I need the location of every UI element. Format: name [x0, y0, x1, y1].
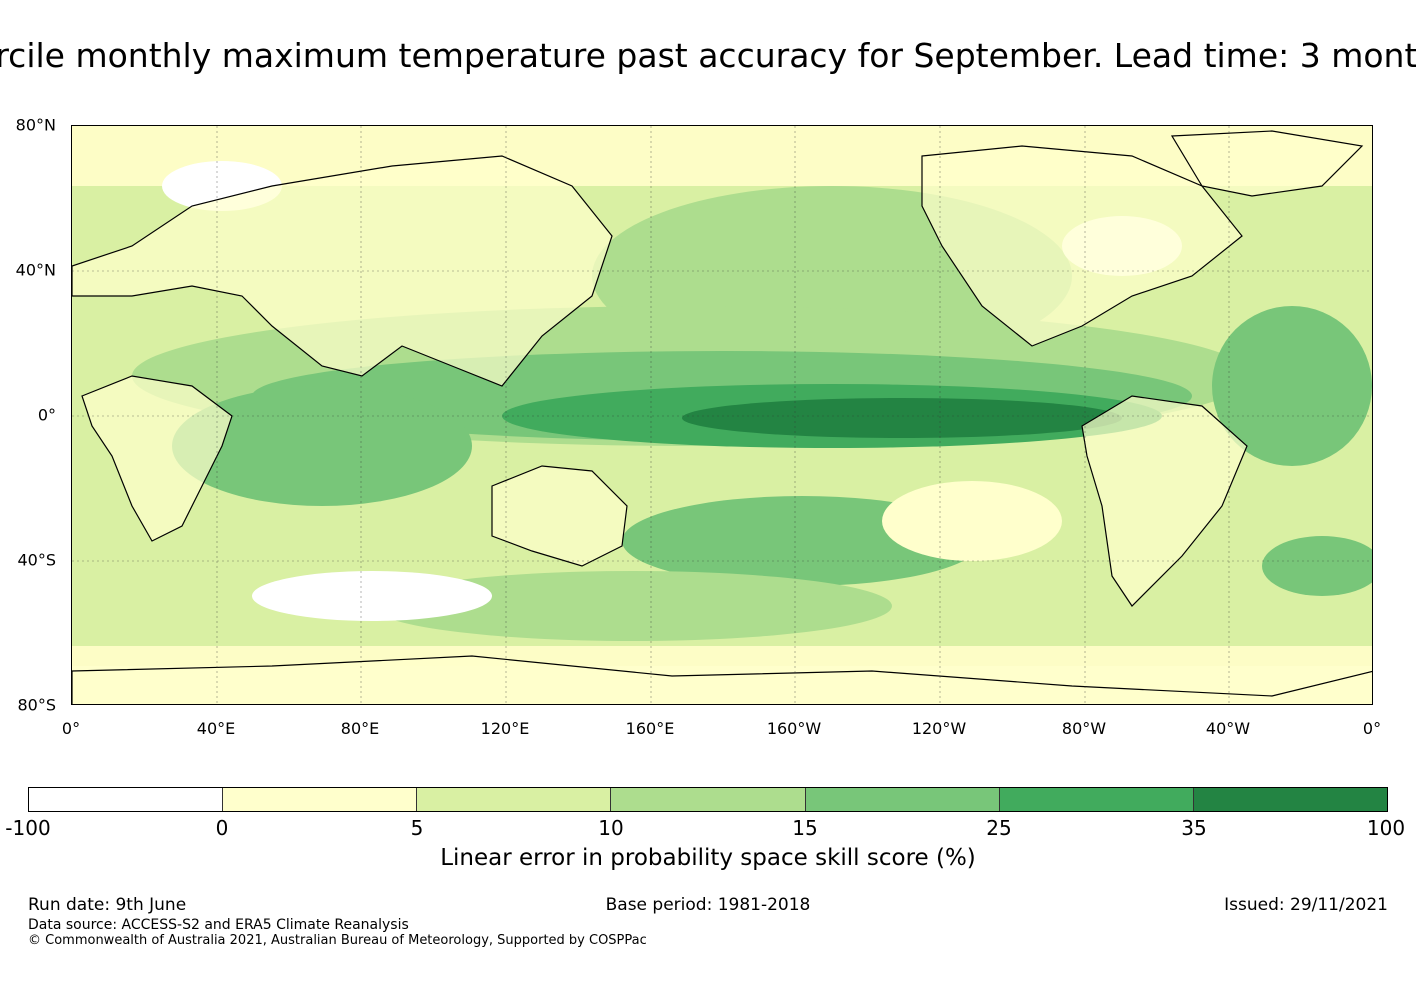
lat-label-equator: 0°	[37, 405, 56, 425]
lon-label-0-east: 0°	[1362, 719, 1382, 738]
colorbar-tick: 25	[986, 816, 1012, 840]
issued-date: Issued: 29/11/2021	[1224, 895, 1388, 915]
lon-label-80w: 80°W	[1061, 719, 1107, 738]
run-date: Run date: 9th June	[28, 895, 187, 915]
lon-label-120e: 120°E	[480, 719, 530, 738]
colorbar-segment	[417, 788, 612, 811]
colorbar-segment	[805, 788, 1000, 811]
graticule	[72, 126, 1372, 704]
colorbar-segment	[223, 788, 418, 811]
lat-label-40s: 40°S	[17, 550, 56, 570]
lat-label-80n: 80°N	[15, 115, 56, 135]
lat-label-40n: 40°N	[15, 260, 56, 280]
lon-label-40w: 40°W	[1205, 719, 1251, 738]
lon-label-160w: 160°W	[766, 719, 822, 738]
colorbar-segment	[611, 788, 806, 811]
lon-label-80e: 80°E	[340, 719, 380, 738]
lon-label-120w: 120°W	[911, 719, 967, 738]
colorbar-tick: -100	[5, 816, 51, 840]
copyright: © Commonwealth of Australia 2021, Austra…	[28, 933, 647, 948]
colorbar-tick: 100	[1366, 816, 1406, 840]
colorbar-tick: 5	[410, 816, 424, 840]
colorbar-segment	[29, 788, 224, 811]
colorbar-tick: 35	[1181, 816, 1207, 840]
colorbar-tick: 0	[215, 816, 229, 840]
skill-map	[71, 125, 1373, 705]
lon-label-160e: 160°E	[625, 719, 675, 738]
colorbar-label: Linear error in probability space skill …	[440, 845, 976, 871]
base-period: Base period: 1981-2018	[605, 895, 811, 915]
colorbar-tick: 15	[792, 816, 818, 840]
data-source: Data source: ACCESS-S2 and ERA5 Climate …	[28, 917, 409, 933]
colorbar-segment	[999, 788, 1194, 811]
colorbar-tick: 10	[598, 816, 624, 840]
lon-label-40e: 40°E	[196, 719, 236, 738]
colorbar	[28, 787, 1388, 812]
skill-map-graphic	[72, 126, 1372, 704]
lon-label-0-west: 0°	[61, 719, 81, 738]
colorbar-segment	[1193, 788, 1387, 811]
map-title: Tercile monthly maximum temperature past…	[0, 36, 1416, 75]
lat-label-80s: 80°S	[17, 695, 56, 715]
